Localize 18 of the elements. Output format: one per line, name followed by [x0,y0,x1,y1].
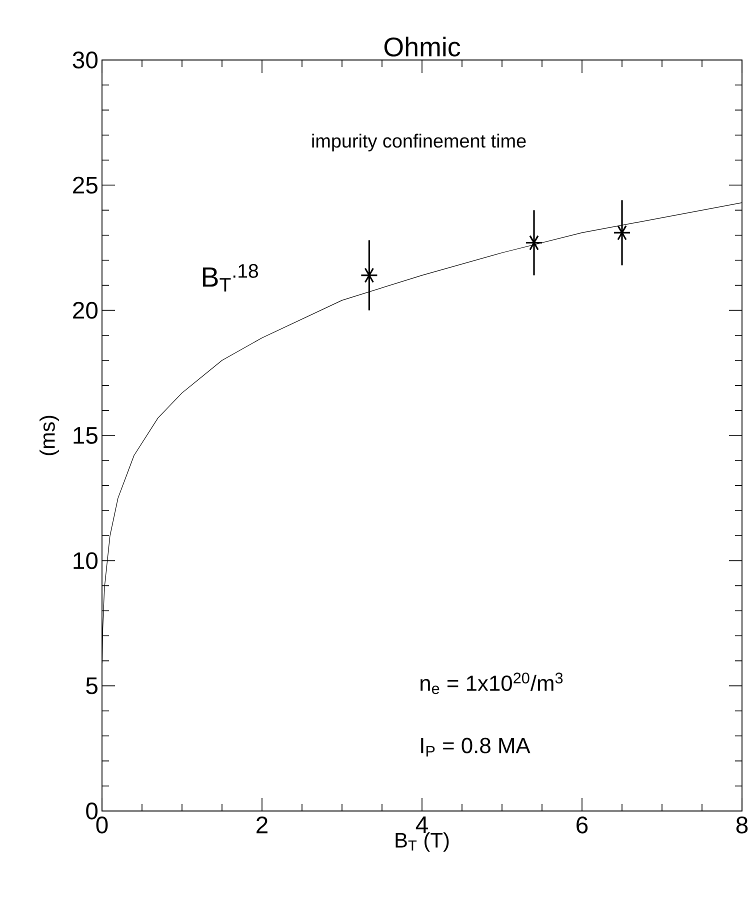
y-tick-label: 15 [74,427,98,444]
x-tick-label: 4 [416,816,428,833]
y-tick-label: 5 [86,677,98,694]
x-tick-label: 8 [736,816,748,834]
annotation: I$_{P}$ = 0.8 MA [421,738,530,757]
x-tick-label: 2 [256,816,268,834]
y-tick-label: 20 [73,302,98,319]
annotation: impurity confinement time [312,134,526,152]
y-tick-label: 10 [74,552,98,570]
x-axis-title: B$_{T}$ (T) [396,832,449,852]
y-tick-label: 25 [73,176,98,194]
y-tick-label: 30 [72,52,98,68]
annotation: n$_{e}$ = 1x10$^{20}$/m$^{3}$ [420,672,563,694]
y-axis-title: (ms) [40,416,60,456]
x-tick-label: 6 [576,816,588,834]
y-tick-label: 0 [86,802,98,820]
chart-title: Ohmic [384,36,460,56]
annotation: B$_{T}$.18 [202,264,258,292]
